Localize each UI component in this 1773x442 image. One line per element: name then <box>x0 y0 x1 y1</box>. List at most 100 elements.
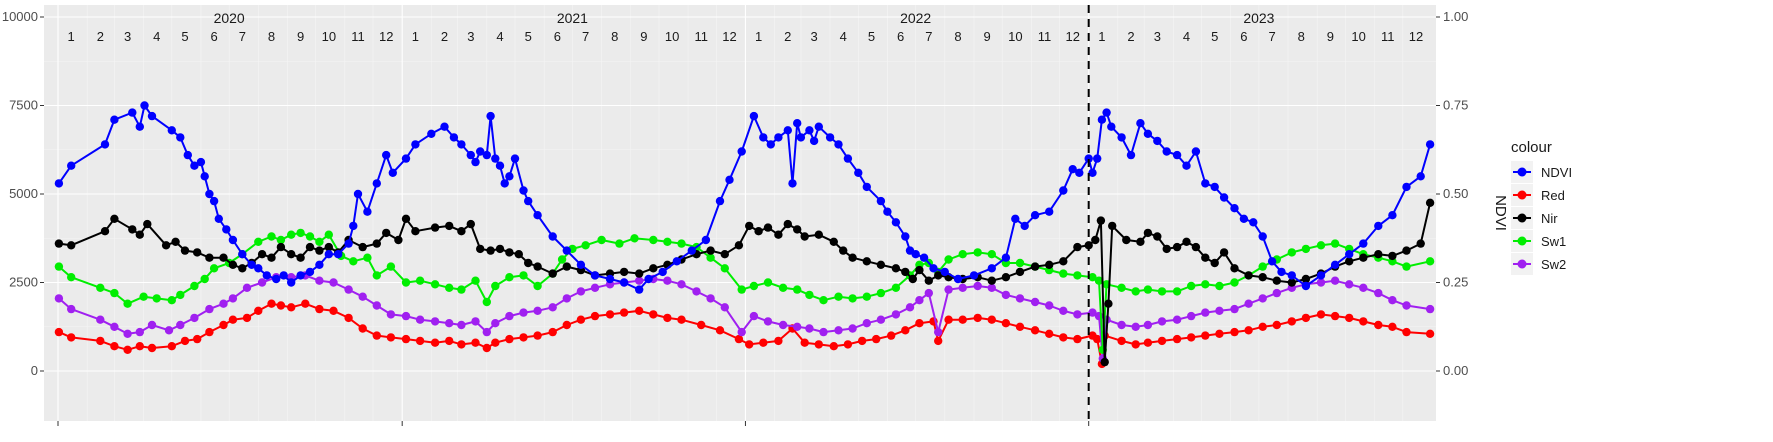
data-point-red <box>591 312 599 320</box>
data-point-nir <box>1073 243 1081 251</box>
data-point-red <box>1173 335 1181 343</box>
month-label: 7 <box>239 29 246 44</box>
data-point-sw2 <box>1201 308 1209 316</box>
data-point-red <box>635 307 643 315</box>
data-point-sw1 <box>431 280 439 288</box>
data-point-sw1 <box>349 257 357 265</box>
data-point-ndvi <box>1277 268 1285 276</box>
data-point-ndvi <box>912 250 920 258</box>
data-point-sw2 <box>1016 294 1024 302</box>
data-point-sw1 <box>1158 287 1166 295</box>
data-point-sw2 <box>934 328 942 336</box>
data-point-red <box>1158 337 1166 345</box>
month-label: 12 <box>1065 29 1079 44</box>
data-point-sw2 <box>549 303 557 311</box>
month-label: 5 <box>181 29 188 44</box>
year-label: 2021 <box>557 10 588 26</box>
data-point-ndvi <box>759 133 767 141</box>
data-point-sw1 <box>779 284 787 292</box>
data-point-sw2 <box>1345 280 1353 288</box>
data-point-sw2 <box>483 328 491 336</box>
data-point-sw2 <box>563 294 571 302</box>
data-point-nir <box>1059 257 1067 265</box>
data-point-sw2 <box>1273 289 1281 297</box>
month-label: 2 <box>97 29 104 44</box>
data-point-sw1 <box>1331 239 1339 247</box>
data-point-ndvi <box>844 154 852 162</box>
data-point-ndvi <box>471 158 479 166</box>
data-point-ndvi <box>883 208 891 216</box>
data-point-ndvi <box>533 211 541 219</box>
month-label: 9 <box>640 29 647 44</box>
data-point-ndvi <box>483 151 491 159</box>
data-point-ndvi <box>1211 183 1219 191</box>
y-right-tick-label: 0.00 <box>1443 363 1468 378</box>
data-point-ndvi <box>1331 261 1339 269</box>
data-point-red <box>431 339 439 347</box>
data-point-sw2 <box>892 310 900 318</box>
data-point-ndvi <box>1240 215 1248 223</box>
data-point-sw2 <box>848 324 856 332</box>
data-point-nir <box>815 231 823 239</box>
data-point-sw2 <box>205 305 213 313</box>
y-right-axis: 0.00 0.25 0.50 0.75 1.00 <box>1436 9 1468 378</box>
data-point-nir <box>1163 245 1171 253</box>
data-point-sw1 <box>190 282 198 290</box>
data-point-sw1 <box>1201 280 1209 288</box>
data-point-red <box>1002 319 1010 327</box>
month-label: 1 <box>1098 29 1105 44</box>
data-point-nir <box>1374 250 1382 258</box>
data-point-sw1 <box>287 231 295 239</box>
data-point-ndvi <box>1011 215 1019 223</box>
data-point-nir <box>1273 277 1281 285</box>
data-point-sw2 <box>1158 317 1166 325</box>
legend-key-point <box>1518 260 1527 269</box>
data-point-red <box>110 342 118 350</box>
data-point-sw1 <box>254 238 262 246</box>
data-point-nir <box>476 245 484 253</box>
data-point-red <box>457 340 465 348</box>
data-point-ndvi <box>1144 130 1152 138</box>
data-point-red <box>663 314 671 322</box>
data-point-ndvi <box>767 140 775 148</box>
month-label: 11 <box>1381 29 1395 44</box>
data-point-sw1 <box>1117 284 1125 292</box>
data-point-nir <box>411 227 419 235</box>
data-point-ndvi <box>306 268 314 276</box>
data-point-nir <box>892 264 900 272</box>
data-point-ndvi <box>1102 108 1110 116</box>
month-label: 1 <box>755 29 762 44</box>
data-point-sw2 <box>123 330 131 338</box>
data-point-sw2 <box>505 312 513 320</box>
data-point-nir <box>394 236 402 244</box>
data-point-sw2 <box>402 312 410 320</box>
data-point-red <box>1045 330 1053 338</box>
data-point-red <box>136 342 144 350</box>
data-point-sw2 <box>471 317 479 325</box>
data-point-nir <box>143 220 151 228</box>
data-point-sw1 <box>1402 262 1410 270</box>
y-right-tick-label: 0.25 <box>1443 275 1468 290</box>
data-point-ndvi <box>440 123 448 131</box>
data-point-ndvi <box>334 250 342 258</box>
data-point-ndvi <box>1249 218 1257 226</box>
data-point-sw1 <box>139 293 147 301</box>
data-point-red <box>1244 326 1252 334</box>
month-label: 9 <box>1327 29 1334 44</box>
data-point-nir <box>229 261 237 269</box>
data-point-red <box>1388 323 1396 331</box>
data-point-sw2 <box>136 328 144 336</box>
month-label: 6 <box>1240 29 1247 44</box>
data-point-nir <box>839 246 847 254</box>
year-label: 2022 <box>900 10 931 26</box>
y-right-tick-label: 0.50 <box>1443 186 1468 201</box>
data-point-nir <box>55 239 63 247</box>
data-point-ndvi <box>1117 133 1125 141</box>
data-point-red <box>287 303 295 311</box>
data-point-sw2 <box>706 294 714 302</box>
data-point-red <box>1016 323 1024 331</box>
data-point-ndvi <box>797 133 805 141</box>
data-point-ndvi <box>215 215 223 223</box>
data-point-ndvi <box>238 250 246 258</box>
plot-panel <box>44 5 1436 421</box>
